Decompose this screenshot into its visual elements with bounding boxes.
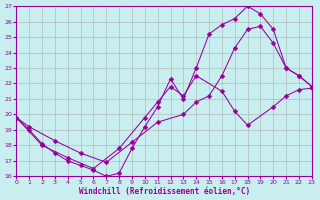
- X-axis label: Windchill (Refroidissement éolien,°C): Windchill (Refroidissement éolien,°C): [78, 187, 250, 196]
